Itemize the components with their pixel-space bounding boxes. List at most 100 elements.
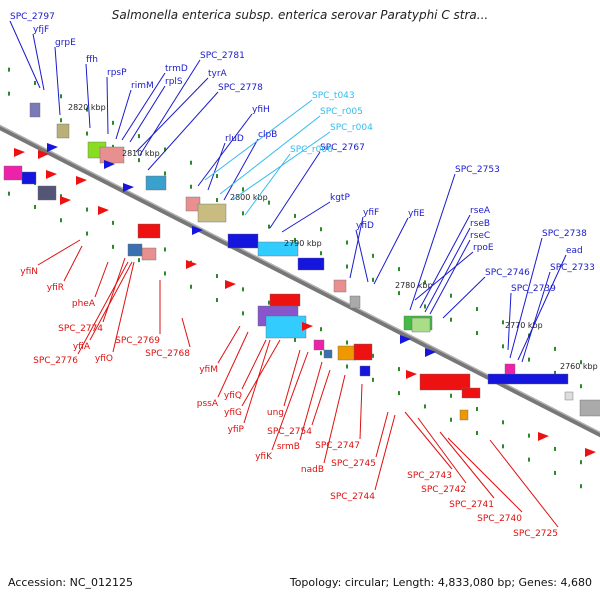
tick-mark: [60, 94, 62, 99]
forward-gene-label: grpE: [55, 38, 76, 48]
tick-mark: [112, 220, 114, 225]
forward-gene-label: rpsP: [107, 68, 127, 78]
ruler-label: 2780 kbp: [395, 281, 433, 290]
reverse-gene-leader-line: [311, 369, 331, 426]
forward-gene-label: ead: [566, 246, 583, 256]
forward-gene-leader-line: [207, 142, 226, 191]
reverse-gene-label: srmB: [277, 442, 300, 452]
gene-feature: [323, 349, 333, 359]
gene-feature: [257, 241, 299, 257]
reverse-gene-leader-line: [241, 339, 281, 407]
tick-mark: [294, 237, 296, 242]
gene-feature-arrow: [406, 370, 417, 379]
gene-feature: [3, 165, 23, 181]
forward-gene-label: SPC_2781: [200, 51, 245, 61]
tick-mark: [424, 304, 426, 309]
reverse-gene-label: yfiR: [47, 283, 64, 293]
tick-mark: [450, 417, 452, 422]
forward-gene-label: rseA: [470, 206, 491, 216]
forward-gene-label: yfjF: [33, 25, 49, 35]
reverse-gene-label: yfiN: [20, 267, 38, 277]
forward-gene-leader-line: [9, 20, 41, 89]
tick-mark: [502, 420, 504, 425]
tick-mark: [502, 320, 504, 325]
forward-gene-leader-line: [355, 229, 369, 283]
forward-gene-leader-line: [85, 63, 91, 129]
tick-mark: [138, 258, 140, 263]
gene-feature: [141, 247, 157, 261]
tick-mark: [164, 147, 166, 152]
forward-gene-leader-line: [54, 46, 61, 116]
forward-gene-label: rseB: [470, 219, 490, 229]
forward-gene-label: SPC_2767: [320, 143, 365, 153]
accession-text: Accession: NC_012125: [8, 576, 134, 589]
forward-gene-leader-line: [135, 77, 209, 153]
ruler-label: 2790 kbp: [284, 239, 322, 248]
forward-gene-label: ffh: [86, 55, 98, 65]
forward-gene-label: yfiD: [356, 221, 374, 231]
reverse-gene-leader-line: [417, 417, 467, 484]
gene-feature-arrow: [400, 335, 411, 344]
tick-mark: [190, 160, 192, 165]
forward-gene-label: rpoE: [473, 243, 494, 253]
tick-mark: [60, 194, 62, 199]
tick-mark: [450, 317, 452, 322]
forward-gene-leader-line: [197, 113, 253, 187]
tick-mark: [424, 280, 426, 285]
tick-mark: [476, 407, 478, 412]
forward-gene-leader-line: [115, 89, 132, 140]
reverse-gene-label: yfiM: [199, 365, 218, 375]
rna-gene-label: SPC_t043: [312, 91, 355, 101]
reverse-gene-leader-line: [375, 411, 389, 458]
reverse-gene-leader-line: [112, 261, 135, 353]
tick-mark: [164, 271, 166, 276]
tick-mark: [112, 120, 114, 125]
gene-feature: [333, 279, 347, 293]
gene-feature-arrow: [47, 143, 58, 152]
forward-gene-label: trmD: [165, 64, 188, 74]
gene-feature-arrow: [123, 183, 134, 192]
reverse-gene-label: nadB: [301, 465, 324, 475]
tick-mark: [398, 391, 400, 396]
forward-gene-label: kgtP: [330, 193, 350, 203]
forward-gene-leader-line: [424, 227, 471, 313]
gene-feature: [99, 146, 125, 164]
forward-gene-label: SPC_2746: [485, 268, 530, 278]
tick-mark: [502, 344, 504, 349]
reverse-gene-leader-line: [217, 331, 249, 398]
reverse-gene-leader-line: [299, 361, 323, 441]
reverse-gene-label: yfiP: [228, 425, 245, 435]
reverse-gene-leader-line: [181, 317, 191, 348]
backbone-layer: [0, 124, 600, 438]
gene-feature: [37, 185, 57, 201]
rna-gene-leader-line: [219, 115, 321, 195]
reverse-gene-label: pheA: [72, 299, 96, 309]
rna-gene-label: SPC_r004: [330, 123, 373, 133]
tick-mark: [164, 247, 166, 252]
reverse-gene-leader-line: [489, 439, 559, 528]
tick-mark: [528, 433, 530, 438]
tick-mark: [242, 311, 244, 316]
tick-mark: [320, 251, 322, 256]
gene-feature-arrow: [14, 148, 25, 157]
feature-layer: [3, 102, 600, 457]
gene-feature-arrow: [538, 432, 549, 441]
reverse-gene-leader-line: [404, 411, 453, 470]
ruler-label: 2800 kbp: [230, 193, 268, 202]
tick-mark: [190, 284, 192, 289]
tick-mark: [320, 227, 322, 232]
gene-feature: [29, 102, 41, 118]
tick-mark: [554, 470, 556, 475]
reverse-gene-label: SPC_2744: [330, 492, 375, 502]
forward-gene-leader-line: [32, 33, 45, 91]
tick-mark: [346, 264, 348, 269]
gene-feature: [269, 293, 301, 307]
forward-gene-label: SPC_2739: [511, 284, 556, 294]
reverse-gene-label: SPC_2768: [145, 349, 190, 359]
reverse-gene-leader-line: [37, 239, 81, 266]
forward-gene-leader-line: [509, 237, 543, 359]
tick-mark: [320, 351, 322, 356]
gene-feature-arrow: [104, 160, 115, 169]
reverse-gene-leader-line: [447, 437, 523, 513]
forward-gene-leader-line: [349, 216, 364, 279]
